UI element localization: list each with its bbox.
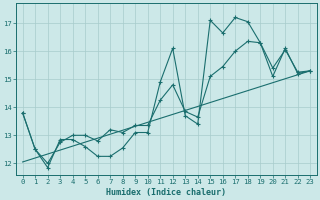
X-axis label: Humidex (Indice chaleur): Humidex (Indice chaleur) [107, 188, 227, 197]
